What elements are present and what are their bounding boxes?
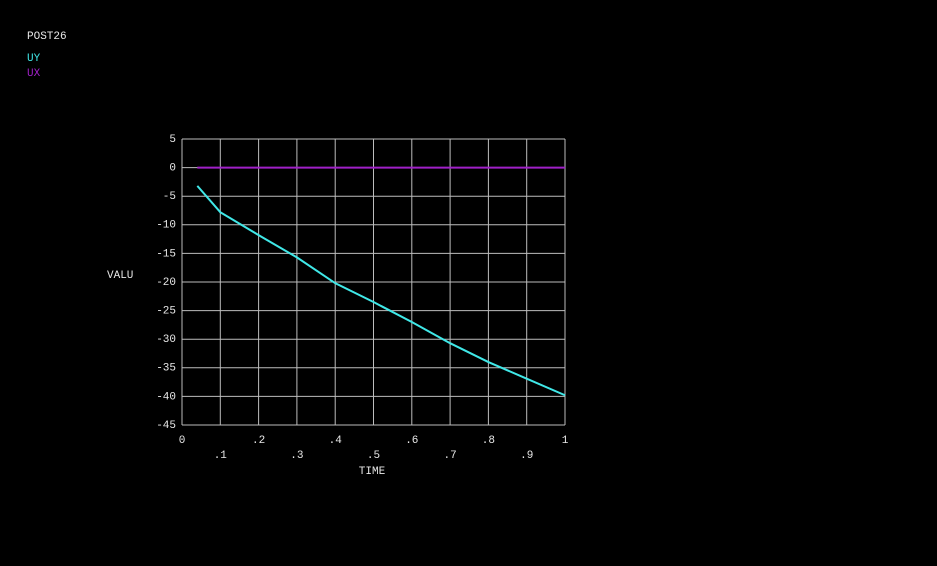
x-tick-label: .9 bbox=[520, 450, 533, 462]
y-tick-label: -5 bbox=[163, 191, 176, 203]
x-tick-label: 1 bbox=[562, 435, 569, 447]
series-line bbox=[196, 185, 566, 397]
x-tick-label: .1 bbox=[214, 450, 228, 462]
y-tick-label: -35 bbox=[156, 363, 176, 375]
y-tick-label: 5 bbox=[169, 134, 176, 146]
x-tick-label: .5 bbox=[367, 450, 380, 462]
y-tick-label: -15 bbox=[156, 248, 176, 260]
x-tick-label: .6 bbox=[405, 435, 418, 447]
x-tick-label: .3 bbox=[290, 450, 303, 462]
x-tick-label: .2 bbox=[252, 435, 265, 447]
y-tick-label: -45 bbox=[156, 420, 176, 432]
y-tick-label: -25 bbox=[156, 306, 176, 318]
y-tick-label: -30 bbox=[156, 334, 176, 346]
y-tick-label: -10 bbox=[156, 220, 176, 232]
x-tick-label: 0 bbox=[179, 435, 186, 447]
y-axis-label: VALU bbox=[107, 270, 133, 282]
x-tick-label: .7 bbox=[443, 450, 456, 462]
legend-label: UY bbox=[27, 53, 41, 65]
x-tick-label: .8 bbox=[482, 435, 495, 447]
chart-title: POST26 bbox=[27, 31, 67, 43]
x-axis-label: TIME bbox=[359, 466, 386, 478]
legend-label: UX bbox=[27, 68, 41, 80]
x-tick-label: .4 bbox=[329, 435, 343, 447]
y-tick-label: -40 bbox=[156, 391, 176, 403]
y-tick-label: 0 bbox=[169, 163, 176, 175]
y-tick-label: -20 bbox=[156, 277, 176, 289]
